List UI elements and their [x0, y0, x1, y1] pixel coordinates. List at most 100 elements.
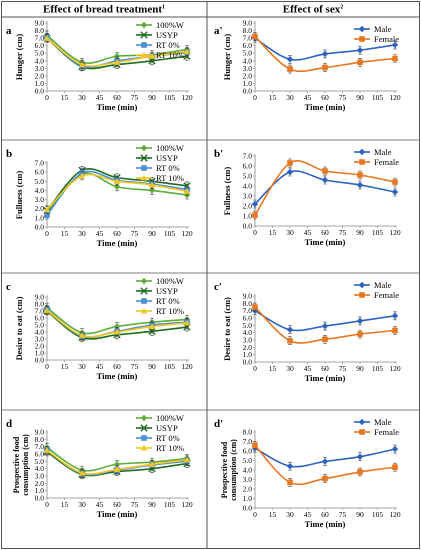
data-point: [44, 212, 50, 218]
y-tick-label: 1.0: [35, 79, 45, 88]
y-tick-label: 2.0: [35, 71, 45, 80]
y-tick-label: 7.0: [35, 159, 45, 168]
y-tick-label: 4.0: [35, 186, 45, 195]
panel-label: a: [6, 25, 12, 37]
legend-swatch-marker: [140, 51, 148, 58]
y-axis-title-line: Prospective food: [220, 441, 229, 498]
legend-label: Male: [374, 417, 392, 427]
x-tick-label: 30: [286, 93, 294, 102]
legend-label: RT 0%: [156, 433, 180, 443]
y-tick-label: 8.0: [35, 26, 45, 35]
y-tick-label: 2.0: [35, 342, 45, 351]
data-point: [356, 47, 364, 54]
x-axis-title: Time (min): [97, 102, 138, 112]
x-tick-label: 30: [78, 500, 86, 509]
y-tick-label: 3.0: [35, 472, 45, 481]
x-tick-label: 0: [45, 362, 49, 371]
legend-label: RT 0%: [156, 296, 180, 306]
data-point: [357, 469, 363, 475]
y-axis-title: Prospective foodconsumption (cm): [220, 439, 238, 501]
legend-label: RT 10%: [156, 173, 184, 183]
x-tick-label: 45: [96, 500, 104, 509]
y-tick-label: 8.0: [35, 435, 45, 444]
panel-label: d: [6, 418, 12, 430]
data-point: [252, 212, 258, 218]
legend-label: USYP: [156, 30, 178, 40]
x-tick-label: 75: [339, 228, 347, 237]
data-point: [322, 64, 328, 71]
y-tick-label: 2.0: [243, 202, 253, 211]
x-tick-label: 60: [321, 510, 329, 519]
data-point: [322, 168, 328, 174]
x-tick-label: 90: [148, 362, 156, 371]
data-point: [183, 456, 191, 463]
x-tick-label: 90: [148, 229, 156, 238]
data-point: [392, 464, 398, 470]
data-point: [391, 188, 399, 196]
data-point: [148, 323, 156, 329]
data-point: [183, 188, 191, 194]
y-tick-label: 6.0: [243, 162, 253, 171]
data-point: [183, 319, 191, 326]
y-tick-label: 0.0: [243, 222, 253, 231]
x-tick-label: 30: [78, 93, 86, 102]
legend-swatch-marker: [141, 435, 147, 441]
y-tick-label: 5.0: [35, 457, 45, 466]
data-point: [357, 331, 363, 337]
y-axis-title: Desire to eat (cm): [14, 296, 24, 360]
data-point: [392, 179, 398, 185]
y-axis-title: Hunger (cm): [14, 34, 24, 81]
y-tick-label: 4.0: [243, 56, 253, 65]
y-axis-title-line: consumption (cm): [21, 434, 30, 496]
x-tick-label: 0: [253, 93, 257, 102]
legend-swatch-marker: [140, 424, 148, 432]
legend-swatch-marker: [358, 25, 366, 33]
y-tick-label: 2.0: [35, 479, 45, 488]
data-point: [251, 200, 259, 208]
data-point: [321, 50, 329, 58]
x-tick-label: 120: [181, 500, 193, 509]
data-point: [183, 48, 191, 55]
data-point: [391, 445, 399, 453]
x-tick-label: 15: [61, 500, 69, 509]
chart-panel-a: a 0.01.02.03.04.05.06.07.08.09.0 0 15 30 45 60…: [6, 19, 193, 113]
y-tick-label: 0.0: [243, 504, 253, 513]
x-tick-label: 105: [164, 500, 176, 509]
data-point: [321, 322, 329, 330]
x-tick-label: 105: [164, 93, 176, 102]
data-point: [113, 178, 121, 184]
x-tick-label: 15: [269, 364, 277, 373]
x-tick-label: 15: [61, 229, 69, 238]
y-tick-label: 3.0: [243, 475, 253, 484]
panel-label: c: [6, 281, 11, 293]
x-tick-label: 75: [339, 510, 347, 519]
y-tick-label: 7.0: [243, 152, 253, 161]
data-point: [287, 160, 293, 166]
x-tick-label: 90: [356, 510, 364, 519]
legend-swatch-marker: [359, 292, 365, 298]
x-tick-label: 120: [389, 510, 401, 519]
y-tick-label: 7.0: [243, 437, 253, 446]
data-point: [43, 206, 51, 213]
x-tick-label: 60: [113, 93, 121, 102]
x-tick-label: 105: [372, 93, 384, 102]
series-male: [251, 306, 399, 335]
data-point: [113, 59, 121, 65]
x-tick-label: 45: [96, 229, 104, 238]
data-point: [287, 337, 293, 344]
y-tick-label: 5.0: [243, 321, 253, 330]
x-tick-label: 0: [253, 364, 257, 373]
x-tick-label: 30: [286, 364, 294, 373]
x-axis-title: Time (min): [97, 371, 138, 381]
data-point: [78, 61, 86, 68]
legend-swatch-marker: [358, 148, 366, 156]
y-tick-label: 6.0: [243, 447, 253, 456]
y-tick-label: 9.0: [35, 428, 45, 437]
y-tick-label: 2.0: [243, 485, 253, 494]
series-male: [251, 167, 399, 209]
data-point: [113, 466, 121, 472]
